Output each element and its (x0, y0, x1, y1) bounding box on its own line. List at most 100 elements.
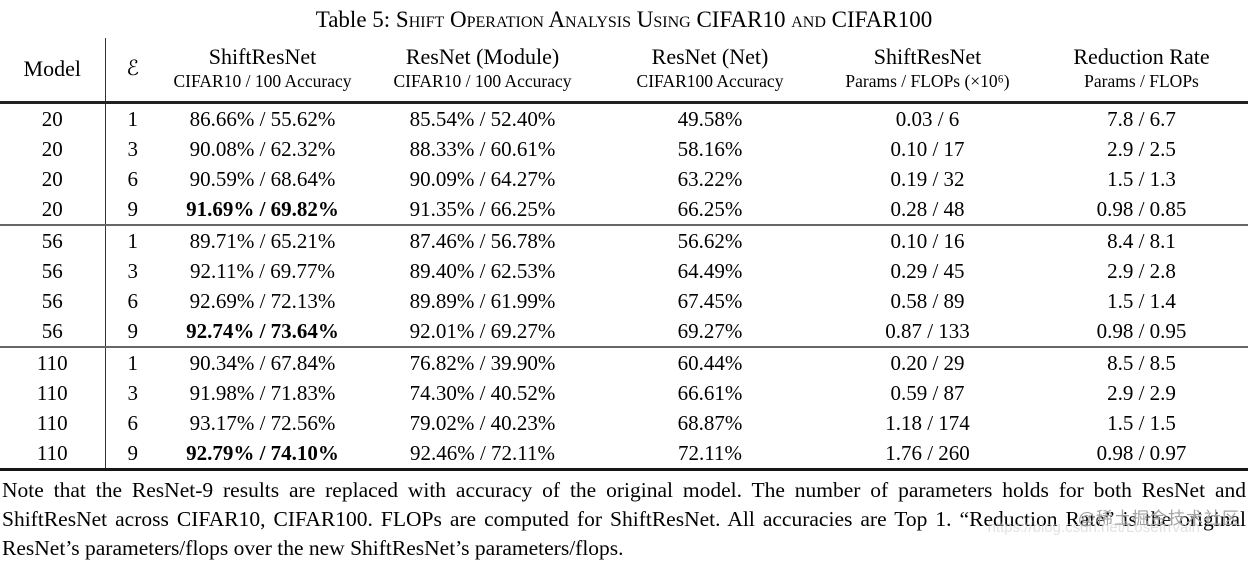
cell-epsilon: 6 (127, 167, 139, 191)
cell-shift-acc: 93.17% / 72.56% (189, 411, 336, 435)
cell-epsilon: 3 (127, 381, 139, 405)
cell-reduction: 0.98 / 0.97 (1035, 438, 1248, 471)
cell-module-acc: 85.54% / 52.40% (409, 107, 556, 131)
cell-shift-acc-best: 92.79% / 74.10% (160, 438, 365, 471)
cell-net-acc: 66.61% (677, 381, 743, 405)
table-row: 56 3 92.11% / 69.77% 89.40% / 62.53% 64.49% 0… (0, 256, 1248, 286)
cell-epsilon: 9 (127, 319, 139, 343)
cell-net-acc: 49.58% (677, 107, 743, 131)
table-row: 56 1 89.71% / 65.21% 87.46% / 56.78% 56.62% 0… (0, 224, 1248, 256)
table-row: 20 9 91.69% / 69.82% 91.35% / 66.25% 66.25% 0… (0, 194, 1248, 225)
cell-params-flops: 0.87 / 133 (885, 319, 970, 343)
cell-model: 20 (0, 102, 106, 134)
cell-model: 56 (0, 286, 106, 316)
cell-shift-acc-best: 91.69% / 69.82% (186, 197, 339, 221)
header-shiftresnet-accuracy: ShiftResNet CIFAR10 / 100 Accuracy (160, 38, 365, 104)
cell-epsilon: 6 (127, 289, 139, 313)
cell-model: 110 (0, 438, 106, 471)
cell-reduction: 8.4 / 8.1 (1035, 224, 1248, 256)
cell-params-flops: 0.29 / 45 (890, 259, 965, 283)
cell-reduction: 0.98 / 0.85 (1096, 197, 1187, 221)
cell-params-flops: 0.03 / 6 (895, 107, 960, 131)
cell-shift-acc: 89.71% / 65.21% (160, 224, 365, 256)
cell-params-flops: 0.58 / 89 (890, 289, 965, 313)
cell-params-flops: 1.18 / 174 (885, 411, 970, 435)
cell-shift-acc: 90.34% / 67.84% (160, 346, 365, 378)
table-caption-prefix: Table 5: (315, 7, 396, 32)
cell-shift-acc: 90.08% / 62.32% (189, 137, 336, 161)
cell-epsilon: 1 (127, 107, 139, 131)
cell-reduction: 1.5 / 1.3 (1107, 167, 1176, 191)
header-epsilon: ℰ (105, 38, 160, 104)
cell-epsilon: 3 (127, 259, 139, 283)
cell-model: 110 (0, 346, 106, 378)
cell-epsilon: 9 (105, 438, 160, 471)
cell-reduction: 8.5 / 8.5 (1035, 346, 1248, 378)
table-row: 110 3 91.98% / 71.83% 74.30% / 40.52% 66.61%… (0, 378, 1248, 408)
header-resnet-module: ResNet (Module) CIFAR10 / 100 Accuracy (365, 38, 600, 104)
cell-reduction: 2.9 / 2.9 (1107, 381, 1176, 405)
cell-net-acc: 69.27% (677, 319, 743, 343)
cell-model: 20 (0, 164, 106, 194)
table-row: 110 6 93.17% / 72.56% 79.02% / 40.23% 68.87%… (0, 408, 1248, 438)
table-row: 110 1 90.34% / 67.84% 76.82% / 39.90% 60.44%… (0, 346, 1248, 378)
cell-module-acc: 89.40% / 62.53% (409, 259, 556, 283)
table-row: 20 3 90.08% / 62.32% 88.33% / 60.61% 58.16% 0… (0, 134, 1248, 164)
cell-params-flops: 0.28 / 48 (890, 197, 965, 221)
cell-net-acc: 67.45% (677, 289, 743, 313)
cell-model: 20 (0, 194, 106, 225)
cell-shift-acc: 91.98% / 71.83% (189, 381, 336, 405)
header-resnet-net: ResNet (Net) CIFAR100 Accuracy (600, 38, 820, 104)
cell-epsilon: 6 (127, 411, 139, 435)
cell-net-acc: 56.62% (600, 224, 820, 256)
cell-model: 56 (0, 256, 106, 286)
cell-module-acc: 92.46% / 72.11% (365, 438, 600, 471)
cell-model: 56 (0, 224, 106, 256)
header-model: Model (0, 38, 106, 104)
cell-epsilon: 1 (105, 346, 160, 378)
cell-net-acc: 68.87% (677, 411, 743, 435)
cell-epsilon: 3 (127, 137, 139, 161)
table-row: 20 1 86.66% / 55.62% 85.54% / 52.40% 49.58% 0… (0, 102, 1248, 134)
cell-reduction: 2.9 / 2.8 (1107, 259, 1176, 283)
cell-shift-acc: 86.66% / 55.62% (189, 107, 336, 131)
cell-net-acc: 66.25% (677, 197, 743, 221)
cell-module-acc: 88.33% / 60.61% (409, 137, 556, 161)
cell-module-acc: 76.82% / 39.90% (365, 346, 600, 378)
table-footnote: Note that the ResNet-9 results are repla… (2, 478, 1246, 560)
cell-epsilon: 9 (127, 197, 139, 221)
cell-model: 56 (0, 316, 106, 347)
cell-params-flops: 0.19 / 32 (890, 167, 965, 191)
cell-model: 20 (0, 134, 106, 164)
cell-reduction: 2.9 / 2.5 (1107, 137, 1176, 161)
cell-model: 110 (0, 408, 106, 438)
cell-module-acc: 92.01% / 69.27% (409, 319, 556, 343)
cell-params-flops: 0.10 / 16 (820, 224, 1035, 256)
cell-net-acc: 63.22% (677, 167, 743, 191)
cell-params-flops: 0.59 / 87 (890, 381, 965, 405)
cell-shift-acc-best: 92.74% / 73.64% (186, 319, 339, 343)
cell-shift-acc: 92.11% / 69.77% (189, 259, 336, 283)
community-watermark: @稀土掘金技术社区 (1077, 509, 1240, 528)
cell-module-acc: 89.89% / 61.99% (409, 289, 556, 313)
cell-module-acc: 90.09% / 64.27% (409, 167, 556, 191)
cell-reduction: 1.5 / 1.4 (1107, 289, 1176, 313)
url-watermark: https://blog.csdn.net/LoseInVain (987, 519, 1200, 536)
header-reduction-rate: Reduction Rate Params / FLOPs (1035, 38, 1248, 104)
cell-net-acc: 72.11% (600, 438, 820, 471)
cell-module-acc: 87.46% / 56.78% (365, 224, 600, 256)
cell-epsilon: 1 (105, 224, 160, 256)
table-caption-title: Shift Operation Analysis Using CIFAR10 a… (395, 7, 933, 32)
cell-net-acc: 60.44% (600, 346, 820, 378)
table-caption: Table 5: Shift Operation Analysis Using … (0, 0, 1248, 38)
cell-module-acc: 91.35% / 66.25% (409, 197, 556, 221)
table-row: 56 9 92.74% / 73.64% 92.01% / 69.27% 69.27% 0… (0, 316, 1248, 347)
table-row: 56 6 92.69% / 72.13% 89.89% / 61.99% 67.45% 0… (0, 286, 1248, 316)
cell-net-acc: 58.16% (677, 137, 743, 161)
cell-reduction: 1.5 / 1.5 (1107, 411, 1176, 435)
cell-reduction: 0.98 / 0.95 (1096, 319, 1187, 343)
cell-module-acc: 79.02% / 40.23% (409, 411, 556, 435)
cell-params-flops: 1.76 / 260 (820, 438, 1035, 471)
cell-params-flops: 0.10 / 17 (890, 137, 965, 161)
cell-params-flops: 0.20 / 29 (820, 346, 1035, 378)
